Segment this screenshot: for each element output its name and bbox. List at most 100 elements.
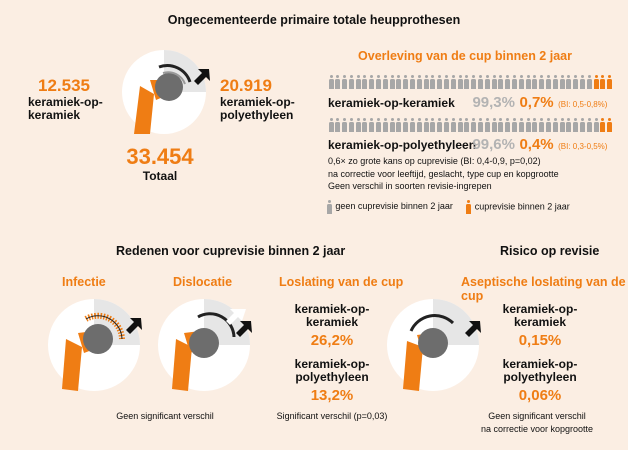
arrow-icon [236, 321, 252, 337]
person-gray-icon [328, 75, 334, 89]
stat-b-value: 13,2% [310, 387, 354, 404]
stat-a-line1: keramiek-op- [294, 302, 370, 316]
aseptic-loosening-title: Aseptische loslating van de cup [461, 275, 626, 303]
survival-row-ceramic-ceramic: keramiek-op-keramiek 99,3% 0,7% (BI: 0,5… [328, 94, 628, 112]
count-label-line2: polyethyleen [220, 108, 294, 122]
person-gray-icon [396, 75, 402, 89]
survival-value: 99,6% [472, 136, 515, 153]
legend: geen cuprevisie binnen 2 jaar cuprevisie… [326, 200, 570, 214]
person-gray-icon [389, 75, 395, 89]
risk-notes: Geen significant verschil na correctie v… [452, 410, 622, 435]
person-gray-icon [382, 75, 388, 89]
note-hazard: 0,6× zo grote kans op cuprevisie (BI: 0,… [328, 156, 541, 166]
person-gray-icon [579, 75, 585, 89]
person-gray-icon [348, 118, 354, 132]
row-label: keramiek-op-keramiek [328, 96, 455, 110]
note-significant-difference: Significant verschil (p=0,03) [276, 411, 388, 421]
person-gray-icon [525, 75, 531, 89]
person-gray-icon [355, 75, 361, 89]
person-gray-icon [342, 118, 348, 132]
person-gray-icon [423, 75, 429, 89]
confidence-interval: (BI: 0,3-0,5%) [558, 142, 608, 151]
person-gray-icon [539, 118, 545, 132]
legend-orange-label: cuprevisie binnen 2 jaar [474, 201, 570, 212]
survival-notes: 0,6× zo grote kans op cuprevisie (BI: 0,… [328, 155, 618, 193]
person-gray-icon [382, 118, 388, 132]
dislocatie-label: Dislocatie [173, 275, 233, 289]
person-orange-icon [600, 75, 606, 89]
person-gray-icon [396, 118, 402, 132]
revision-value: 0,7% [519, 94, 554, 111]
person-gray-icon [403, 118, 409, 132]
person-gray-icon [518, 75, 524, 89]
count-label-line2: keramiek [28, 108, 81, 122]
person-gray-icon [478, 118, 484, 132]
person-gray-icon [335, 118, 341, 132]
person-gray-icon [559, 118, 565, 132]
person-gray-icon [342, 75, 348, 89]
person-gray-icon [471, 75, 477, 89]
person-orange-icon [607, 75, 613, 89]
risk-note-line2: na correctie voor kopgrootte [480, 423, 594, 434]
person-gray-icon [423, 118, 429, 132]
person-gray-icon [546, 118, 552, 132]
total-value: 33.454 [126, 144, 194, 169]
person-gray-icon [552, 118, 558, 132]
note-no-significant-difference: Geen significant verschil [116, 411, 214, 421]
loslating-stats: keramiek-op- keramiek 26,2% keramiek-op-… [282, 302, 382, 405]
arrow-icon [465, 321, 481, 337]
person-gray-icon [566, 75, 572, 89]
person-gray-icon [444, 75, 450, 89]
person-orange-icon [465, 200, 471, 214]
person-gray-icon [498, 118, 504, 132]
total-label: Totaal [142, 169, 178, 183]
person-gray-icon [376, 118, 382, 132]
person-gray-icon [376, 75, 382, 89]
main-title: Ongecementeerde primaire totale heupprot… [167, 13, 461, 27]
hip-loosening-icon [387, 299, 481, 391]
loslating-title: Loslating van de cup [279, 275, 404, 289]
person-gray-icon [450, 75, 456, 89]
person-gray-icon [579, 118, 585, 132]
stat-a-line2: keramiek [305, 315, 359, 329]
person-gray-icon [444, 118, 450, 132]
revision-value: 0,4% [519, 136, 554, 153]
person-gray-icon [505, 118, 511, 132]
person-gray-icon [335, 75, 341, 89]
person-gray-icon [437, 118, 443, 132]
infectie-label: Infectie [62, 275, 106, 289]
person-gray-icon [525, 118, 531, 132]
count-value: 12.535 [38, 76, 90, 95]
survival-title: Overleving van de cup binnen 2 jaar [358, 49, 572, 63]
stat-b-line1: keramiek-op- [294, 357, 370, 371]
person-gray-icon [546, 75, 552, 89]
person-orange-icon [607, 118, 613, 132]
risk-title: Risico op revisie [500, 244, 600, 258]
stat-a-line1: keramiek-op- [502, 302, 578, 316]
person-gray-icon [369, 75, 375, 89]
ceramic-ceramic-count: 12.535 keramiek-op- keramiek [28, 76, 118, 122]
person-gray-icon [355, 118, 361, 132]
person-gray-icon [539, 75, 545, 89]
person-gray-icon [430, 75, 436, 89]
person-orange-icon [600, 118, 606, 132]
person-gray-icon [362, 75, 368, 89]
person-gray-icon [512, 118, 518, 132]
note-revision-types: Geen verschil in soorten revisie-ingrepe… [328, 181, 492, 191]
person-gray-icon [471, 118, 477, 132]
ceramic-poly-count: 20.919 keramiek-op- polyethyleen [220, 76, 320, 122]
stat-a-value: 0,15% [518, 332, 562, 349]
people-row-2 [328, 118, 613, 132]
person-gray-icon [430, 118, 436, 132]
person-gray-icon [512, 75, 518, 89]
person-gray-icon [518, 118, 524, 132]
stat-a-line2: keramiek [513, 315, 567, 329]
confidence-interval: (BI: 0,5-0,8%) [558, 100, 608, 109]
person-gray-icon [410, 118, 416, 132]
person-gray-icon [484, 75, 490, 89]
person-gray-icon [410, 75, 416, 89]
person-gray-icon [328, 118, 334, 132]
person-gray-icon [457, 118, 463, 132]
person-gray-icon [403, 75, 409, 89]
hip-implant-icon [122, 50, 210, 134]
